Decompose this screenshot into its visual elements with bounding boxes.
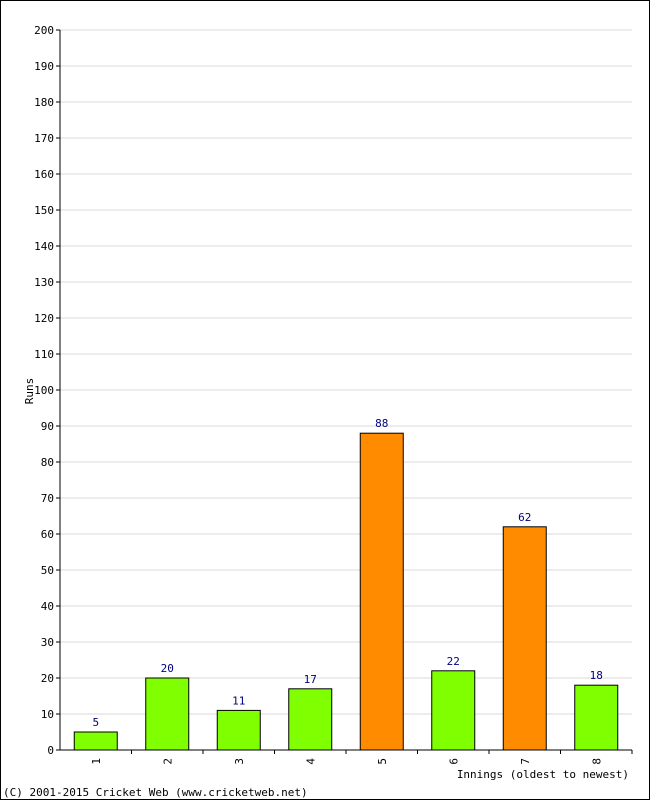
x-tick-label-8: 8	[590, 758, 603, 765]
labels: 0102030405060708090100110120130140150160…	[34, 24, 603, 765]
y-tick-label-130: 130	[34, 276, 54, 289]
bar-innings-1	[73, 731, 118, 751]
y-tick-label-200: 200	[34, 24, 54, 37]
x-axis-title: Innings (oldest to newest)	[457, 768, 629, 781]
y-tick-label-190: 190	[34, 60, 54, 73]
y-tick-label-90: 90	[41, 420, 54, 433]
y-tick-label-140: 140	[34, 240, 54, 253]
y-tick-label-10: 10	[41, 708, 54, 721]
bar-innings-4	[288, 688, 333, 751]
y-tick-label-0: 0	[47, 744, 54, 757]
bars	[73, 432, 619, 751]
x-tick-label-6: 6	[447, 758, 460, 765]
y-tick-label-150: 150	[34, 204, 54, 217]
bar-innings-7	[502, 526, 547, 751]
bar-innings-3	[216, 709, 261, 751]
x-tick-label-3: 3	[233, 758, 246, 765]
axes	[56, 29, 633, 754]
y-tick-label-120: 120	[34, 312, 54, 325]
y-tick-label-180: 180	[34, 96, 54, 109]
x-tick-label-4: 4	[304, 758, 317, 765]
data-label-innings-5: 88	[375, 417, 388, 430]
data-label-innings-3: 11	[232, 694, 245, 707]
y-tick-label-60: 60	[41, 528, 54, 541]
data-label-innings-1: 5	[92, 716, 99, 729]
y-tick-label-70: 70	[41, 492, 54, 505]
x-tick-label-2: 2	[161, 758, 174, 765]
bar-innings-5	[359, 432, 404, 751]
y-tick-label-170: 170	[34, 132, 54, 145]
bar-innings-8	[574, 684, 619, 751]
data-label-innings-4: 17	[304, 673, 317, 686]
data-label-innings-7: 62	[518, 511, 531, 524]
data-label-innings-2: 20	[161, 662, 174, 675]
bar-innings-2	[145, 677, 190, 751]
y-tick-label-110: 110	[34, 348, 54, 361]
y-tick-label-80: 80	[41, 456, 54, 469]
x-tick-label-1: 1	[90, 758, 103, 765]
y-tick-label-30: 30	[41, 636, 54, 649]
data-label-innings-6: 22	[447, 655, 460, 668]
y-axis-title: Runs	[23, 378, 36, 405]
y-tick-label-100: 100	[34, 384, 54, 397]
y-tick-label-50: 50	[41, 564, 54, 577]
data-label-innings-8: 18	[590, 669, 603, 682]
x-tick-label-5: 5	[376, 758, 389, 765]
y-tick-label-160: 160	[34, 168, 54, 181]
bar-innings-6	[431, 670, 476, 751]
y-tick-label-20: 20	[41, 672, 54, 685]
y-tick-label-40: 40	[41, 600, 54, 613]
x-tick-label-7: 7	[519, 758, 532, 765]
copyright-footer: (C) 2001-2015 Cricket Web (www.cricketwe…	[3, 786, 308, 799]
